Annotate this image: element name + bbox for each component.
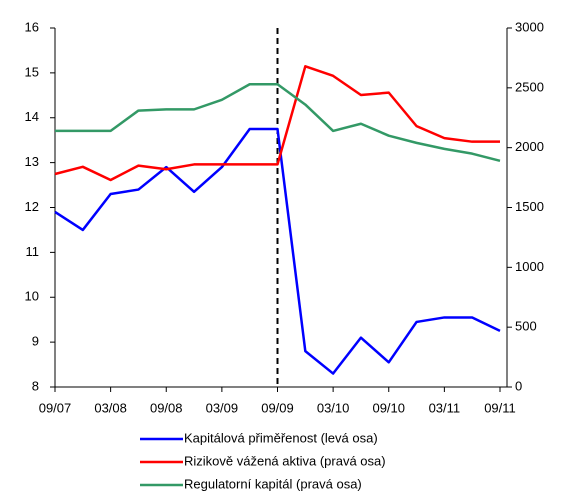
x-tick-label: 09/09: [261, 400, 294, 415]
x-tick-label: 09/08: [150, 400, 183, 415]
y2-tick-label: 2000: [515, 139, 544, 154]
legend-label: Regulatorní kapitál (pravá osa): [184, 476, 362, 491]
y2-tick-label: 1000: [515, 259, 544, 274]
y2-tick-label: 3000: [515, 19, 544, 34]
x-tick-label: 03/08: [94, 400, 127, 415]
y-tick-label: 14: [25, 109, 39, 124]
y-tick-label: 12: [25, 199, 39, 214]
x-tick-label: 03/10: [317, 400, 350, 415]
x-tick-label: 03/11: [429, 400, 461, 415]
x-tick-label: 09/07: [39, 400, 72, 415]
series-line: [55, 82, 501, 163]
y2-tick-label: 500: [515, 319, 537, 334]
y2-tick-label: 1500: [515, 199, 544, 214]
y-tick-label: 13: [25, 154, 39, 169]
y-tick-label: 8: [32, 378, 39, 393]
series-line: [54, 65, 500, 182]
y-tick-label: 15: [25, 64, 39, 79]
x-tick-label: 09/11: [484, 400, 516, 415]
y-tick-label: 16: [25, 19, 39, 34]
legend-label: Kapitálová přiměřenost (levá osa): [184, 430, 378, 445]
x-tick-label: 09/10: [372, 400, 405, 415]
y-tick-label: 9: [32, 334, 39, 349]
legend-label: Rizikově vážená aktiva (pravá osa): [184, 453, 386, 468]
series-line: [54, 127, 501, 375]
y-tick-label: 10: [25, 289, 39, 304]
y2-tick-label: 2500: [515, 79, 544, 94]
x-tick-label: 03/09: [206, 400, 239, 415]
y-tick-label: 11: [26, 244, 40, 259]
y2-tick-label: 0: [515, 378, 522, 393]
